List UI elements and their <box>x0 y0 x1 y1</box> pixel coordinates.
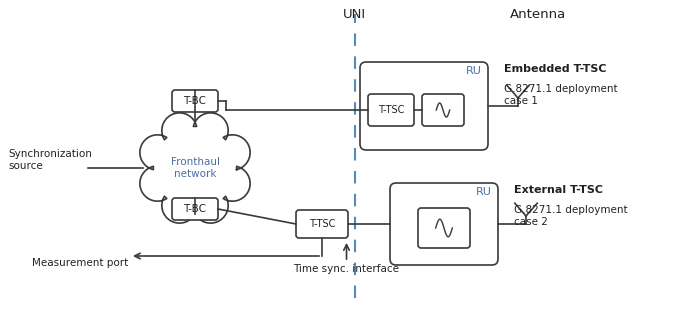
Text: Embedded T-TSC: Embedded T-TSC <box>504 64 607 74</box>
Text: RU: RU <box>466 66 482 76</box>
FancyBboxPatch shape <box>418 208 470 248</box>
Text: Synchronization
source: Synchronization source <box>8 149 92 171</box>
Text: T-TSC: T-TSC <box>378 105 404 115</box>
Text: Time sync. interface: Time sync. interface <box>293 264 400 274</box>
Text: G.8271.1 deployment
case 1: G.8271.1 deployment case 1 <box>504 84 617 105</box>
Text: T-BC: T-BC <box>183 204 206 214</box>
FancyBboxPatch shape <box>390 183 498 265</box>
Text: UNI: UNI <box>343 8 366 21</box>
Text: G.8271.1 deployment
case 2: G.8271.1 deployment case 2 <box>514 205 627 227</box>
Text: Antenna: Antenna <box>510 8 566 21</box>
FancyBboxPatch shape <box>296 210 348 238</box>
FancyBboxPatch shape <box>172 90 218 112</box>
Polygon shape <box>140 113 250 223</box>
FancyBboxPatch shape <box>368 94 414 126</box>
FancyBboxPatch shape <box>172 198 218 220</box>
FancyBboxPatch shape <box>360 62 488 150</box>
Text: RU: RU <box>476 187 492 197</box>
Text: T-BC: T-BC <box>183 96 206 106</box>
Text: T-TSC: T-TSC <box>309 219 335 229</box>
Text: Fronthaul
network: Fronthaul network <box>171 157 220 179</box>
FancyBboxPatch shape <box>422 94 464 126</box>
Text: External T-TSC: External T-TSC <box>514 185 603 195</box>
Text: Measurement port: Measurement port <box>32 258 128 268</box>
